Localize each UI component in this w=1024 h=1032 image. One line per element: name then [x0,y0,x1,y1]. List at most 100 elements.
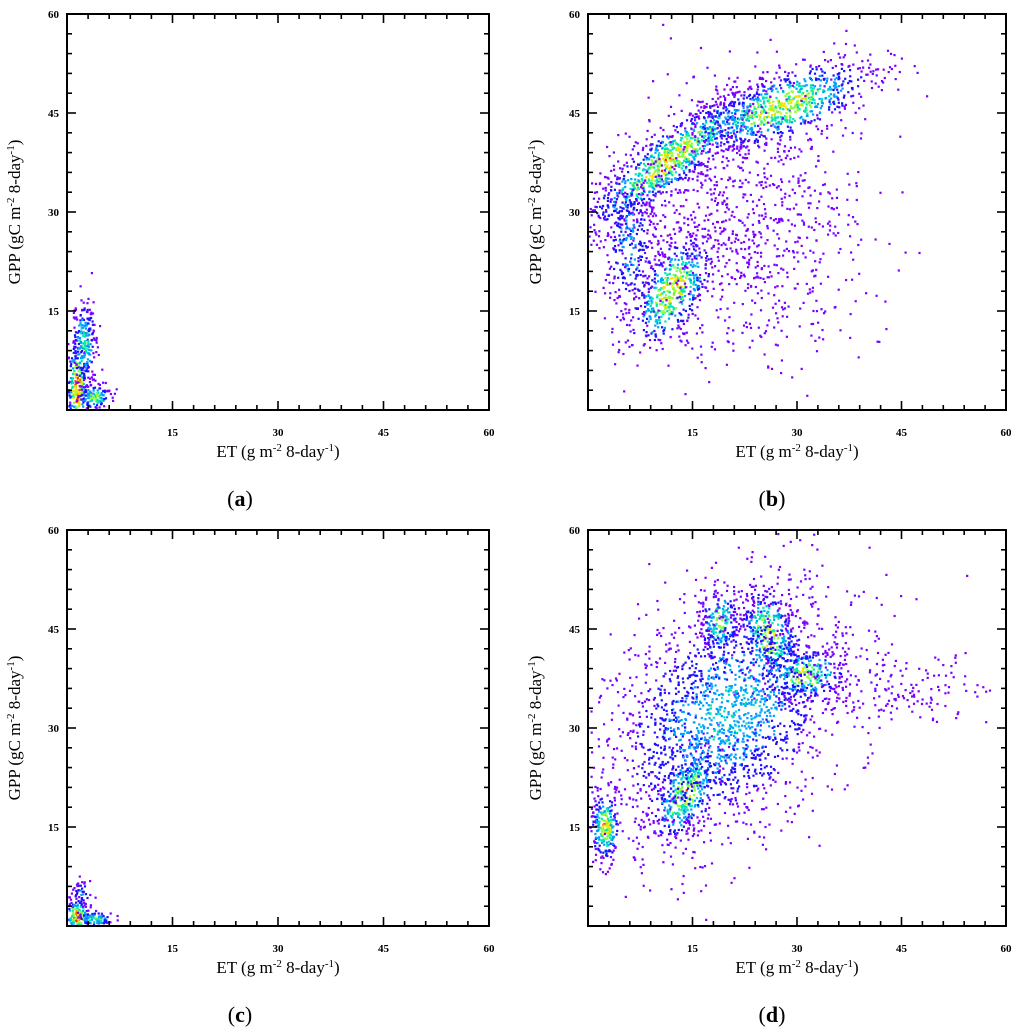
data-point [611,214,613,216]
label-part-sup2: -1 [5,145,17,154]
data-point [653,156,655,158]
data-point [762,278,764,280]
data-point [595,859,597,861]
data-point [784,95,786,97]
data-point [615,239,617,241]
data-point [748,110,750,112]
data-point [654,152,656,154]
data-point [670,144,672,146]
data-point [108,390,110,392]
data-point [841,102,843,104]
data-point [792,85,794,87]
data-point [651,279,653,281]
data-point [72,382,74,384]
data-point [666,241,668,243]
data-point [760,252,762,254]
data-point [609,806,611,808]
scatter-points-b [589,24,929,397]
data-point [837,73,839,75]
data-point [740,248,742,250]
data-point [780,159,782,161]
data-point [696,179,698,181]
data-point [843,95,845,97]
data-point [774,157,776,159]
data-point [735,249,737,251]
data-point [686,82,688,84]
data-point [629,274,631,276]
data-point [817,117,819,119]
data-point [677,286,679,288]
data-point [768,276,770,278]
data-point [757,252,759,254]
data-point [688,177,690,179]
data-point [594,209,596,211]
data-point [619,215,621,217]
data-point [647,130,649,132]
data-point [637,229,639,231]
data-point [96,393,98,395]
data-point [749,346,751,348]
data-point [804,59,806,61]
data-point [797,156,799,158]
data-point [624,302,626,304]
label-part-base: ET (g m [216,958,272,977]
data-point [761,83,763,85]
data-point [633,332,635,334]
data-point [818,337,820,339]
data-point [787,75,789,77]
data-point [651,182,653,184]
data-point [625,196,627,198]
x-tick-label: 30 [273,427,285,439]
data-point [816,106,818,108]
data-point [601,829,603,831]
data-point [836,197,838,199]
data-point [731,215,733,217]
data-point [740,242,742,244]
data-point [778,122,780,124]
data-point [738,219,740,221]
data-point [760,131,762,133]
data-point [822,89,824,91]
label-part-base: ET (g m [216,442,272,461]
data-point [79,914,81,916]
data-point [723,112,725,114]
data-point [836,207,838,209]
data-point [671,277,673,279]
data-point [605,829,607,831]
data-point [85,351,87,353]
data-point [777,148,779,150]
data-point [838,214,840,216]
data-point [790,147,792,149]
data-point [693,277,695,279]
data-point [602,211,604,213]
data-point [773,230,775,232]
data-point [728,746,730,748]
data-point [763,168,765,170]
data-point [783,105,785,107]
data-point [728,239,730,241]
data-point [796,88,798,90]
data-point [830,93,832,95]
data-point [674,129,676,131]
data-point [844,54,846,56]
data-point [727,340,729,342]
data-point [624,180,626,182]
data-point [789,230,791,232]
data-point [617,823,619,825]
data-point [702,242,704,244]
data-point [669,297,671,299]
data-point [758,199,760,201]
data-point [753,99,755,101]
data-point [608,828,610,830]
label-part-sup1: -2 [5,197,17,206]
data-point [677,146,679,148]
data-point [775,344,777,346]
data-point [84,336,86,338]
data-point [789,119,791,121]
data-point [626,324,628,326]
data-point [90,343,92,345]
data-point [625,239,627,241]
data-point [820,79,822,81]
data-point [733,216,735,218]
data-point [614,797,616,799]
